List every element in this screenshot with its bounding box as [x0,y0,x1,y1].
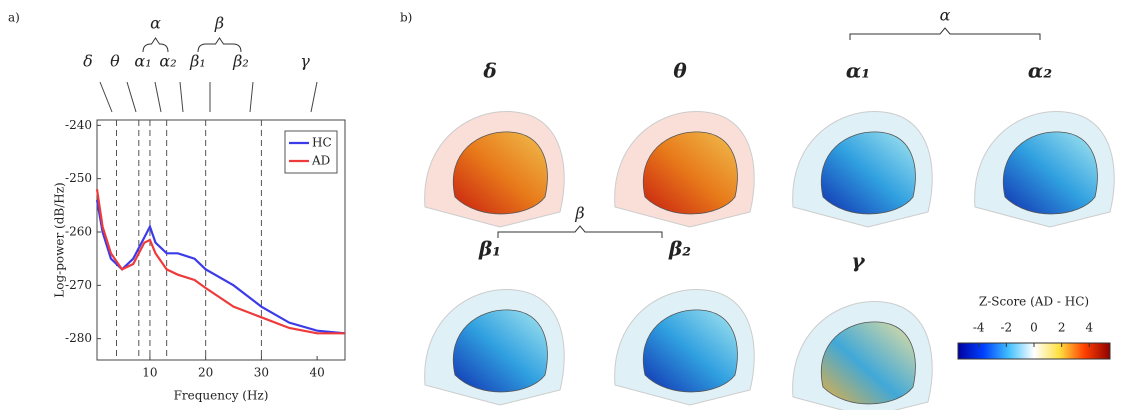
series-line [95,189,345,335]
legend-label: AD [311,154,330,168]
map-label: α₁ [846,59,870,83]
colorbar-title: Z-Score (AD - HC) [979,295,1089,309]
y-tick-label: -260 [65,225,92,239]
brace [142,37,169,53]
band-label: α₁ [134,52,151,71]
brain-surface [452,309,548,393]
map-label: δ [482,59,496,83]
map-label: α₂ [1028,59,1052,83]
x-tick-label: 40 [309,366,324,380]
spectrum-chart: -240 -250 -260 -270 -280 10 20 30 40 Frequency (H… [53,14,346,403]
colorbar-tick-label: -2 [1001,321,1013,335]
plot-area [96,119,346,361]
band-pointer [310,81,318,113]
x-tick-label: 30 [254,366,269,380]
brace [849,27,1041,40]
colorbar-tick-label: 0 [1030,321,1038,335]
band-label: β₂ [232,52,249,71]
map-label: β₂ [668,237,691,261]
legend-box [284,130,338,174]
y-tick-label: -270 [65,278,92,292]
band-label: θ [110,52,120,71]
panel-label: a) [8,11,20,25]
band-pointer [99,81,113,113]
band-pointer [179,81,184,113]
x-tick-label: 20 [198,366,213,380]
legend-label: HC [312,136,332,150]
band-pointer [249,81,254,113]
band-label: δ [83,52,93,71]
band-pointer [154,81,162,113]
brain-surface [820,131,916,215]
brain-surface [642,131,738,215]
brain-surface [642,309,738,393]
colorbar-tick-label: 2 [1058,321,1066,335]
y-tick-label: -240 [65,118,92,132]
map-label: γ [851,249,865,273]
brain-surface [820,321,916,405]
band-label: β₁ [189,52,206,71]
y-axis-label: Log-power (dB/Hz) [53,182,67,297]
colorbar-tick-label: 4 [1085,321,1093,335]
y-tick-label: -280 [65,331,92,345]
brain-surface [452,131,548,215]
panel-label: b) [400,11,412,25]
group-label: β [574,204,584,223]
colorbar-tick-label: -4 [973,321,985,335]
band-label: α₂ [159,52,176,71]
series-line [95,199,346,335]
map-label: θ [673,59,687,83]
brace [497,225,663,238]
brain-maps: δ θ α₁ α₂ β₁ β₂ γ α β Z-Score (AD - HC) -4 -2 0 2 4 [424,6,1115,414]
map-label: β₁ [478,237,501,261]
group-label: α [150,14,161,33]
x-axis-label: Frequency (Hz) [174,389,269,403]
band-label: γ [300,52,310,71]
brain-surface [1002,131,1098,215]
y-tick-label: -250 [65,171,92,185]
x-tick-label: 10 [142,366,157,380]
group-label: β [214,14,224,33]
brace [197,37,242,53]
band-pointer [126,81,137,113]
group-label: α [940,6,951,25]
